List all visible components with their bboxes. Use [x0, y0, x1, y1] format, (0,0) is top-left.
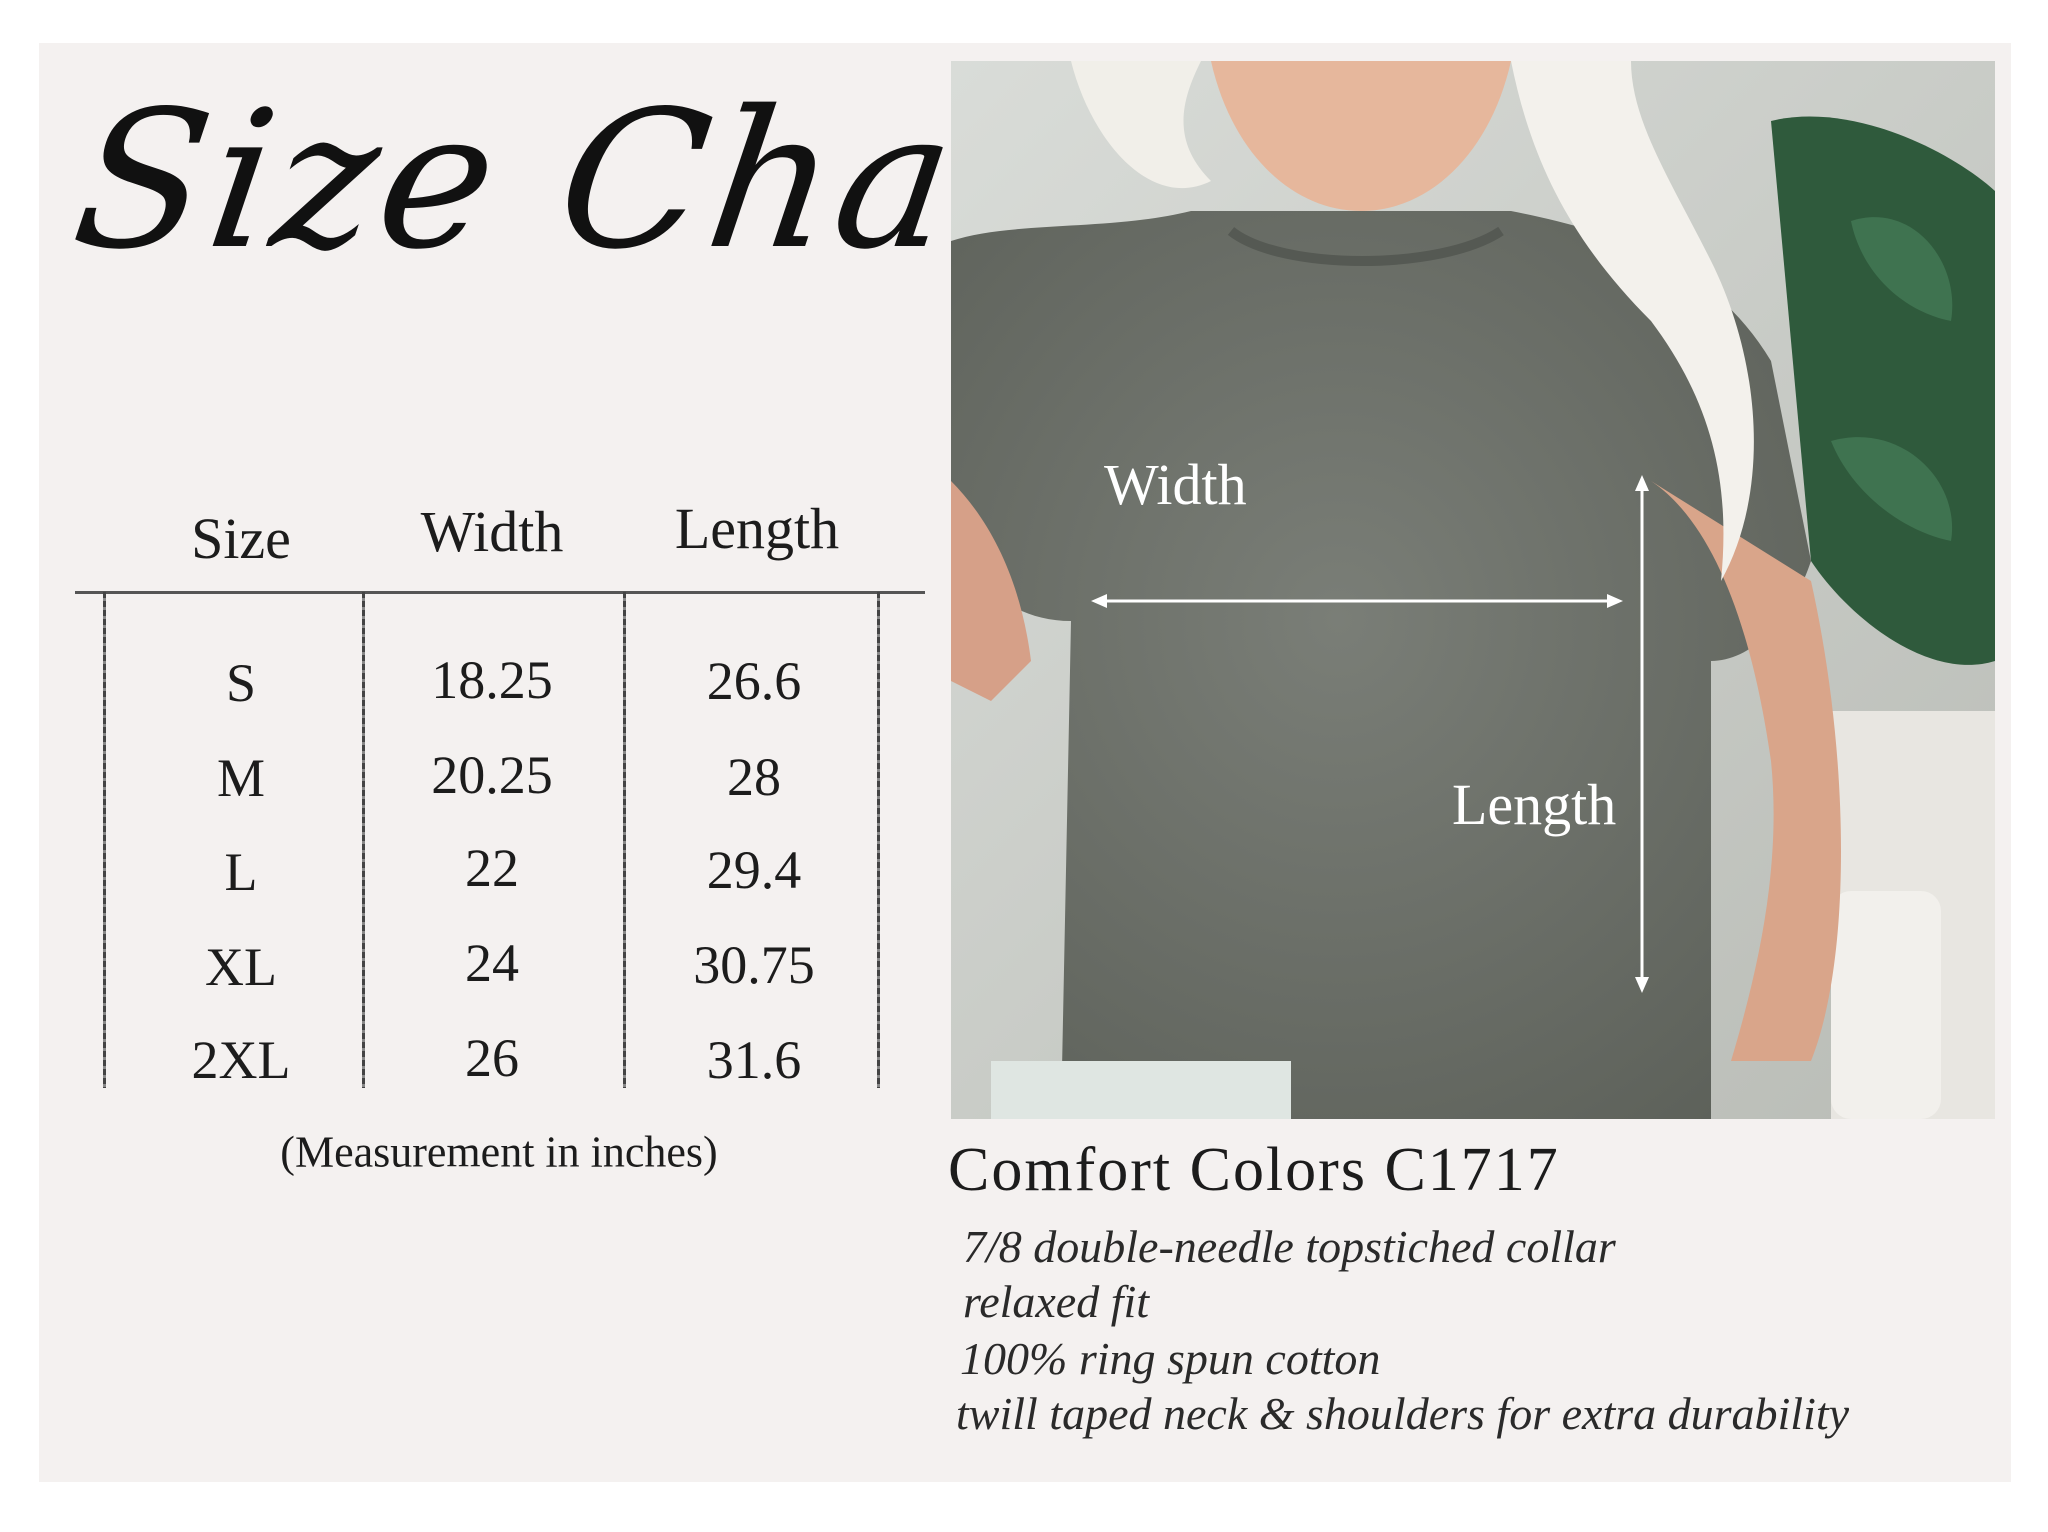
cell-length: 31.6	[706, 1030, 802, 1090]
cell-width: 26	[465, 1028, 519, 1088]
model-photo: Width Length	[951, 61, 1995, 1119]
cell-length: 26.6	[706, 651, 802, 711]
header-width: Width	[420, 499, 564, 564]
cell-size: XL	[205, 937, 277, 997]
table-header-divider	[75, 591, 925, 594]
cell-length: 30.75	[693, 935, 815, 995]
measurement-note: (Measurement in inches)	[280, 1127, 718, 1177]
cell-width: 22	[465, 838, 519, 898]
cell-size: S	[225, 653, 257, 713]
feature-item: 7/8 double-needle topstiched collar	[963, 1221, 1616, 1272]
table-column-divider	[103, 592, 106, 1088]
cell-size: M	[216, 748, 265, 808]
cell-size: L	[224, 842, 258, 902]
header-size: Size	[191, 506, 291, 571]
table-column-divider	[623, 592, 626, 1088]
cell-width: 24	[465, 933, 519, 993]
photo-width-label: Width	[1104, 452, 1247, 517]
cell-length: 29.4	[706, 840, 802, 900]
table-column-divider	[877, 592, 880, 1088]
cell-width: 20.25	[431, 745, 553, 805]
table-column-divider	[362, 592, 365, 1088]
product-name: Comfort Colors C1717	[948, 1136, 1560, 1204]
feature-item: relaxed fit	[963, 1276, 1150, 1327]
cell-length: 28	[727, 747, 781, 807]
feature-item: 100% ring spun cotton	[960, 1333, 1381, 1384]
cell-width: 18.25	[431, 650, 553, 710]
tshirt-photo-illustration	[951, 61, 1995, 1119]
photo-length-label: Length	[1452, 772, 1617, 837]
feature-item: twill taped neck & shoulders for extra d…	[956, 1388, 1850, 1439]
cell-size: 2XL	[191, 1030, 291, 1090]
header-length: Length	[674, 496, 840, 561]
